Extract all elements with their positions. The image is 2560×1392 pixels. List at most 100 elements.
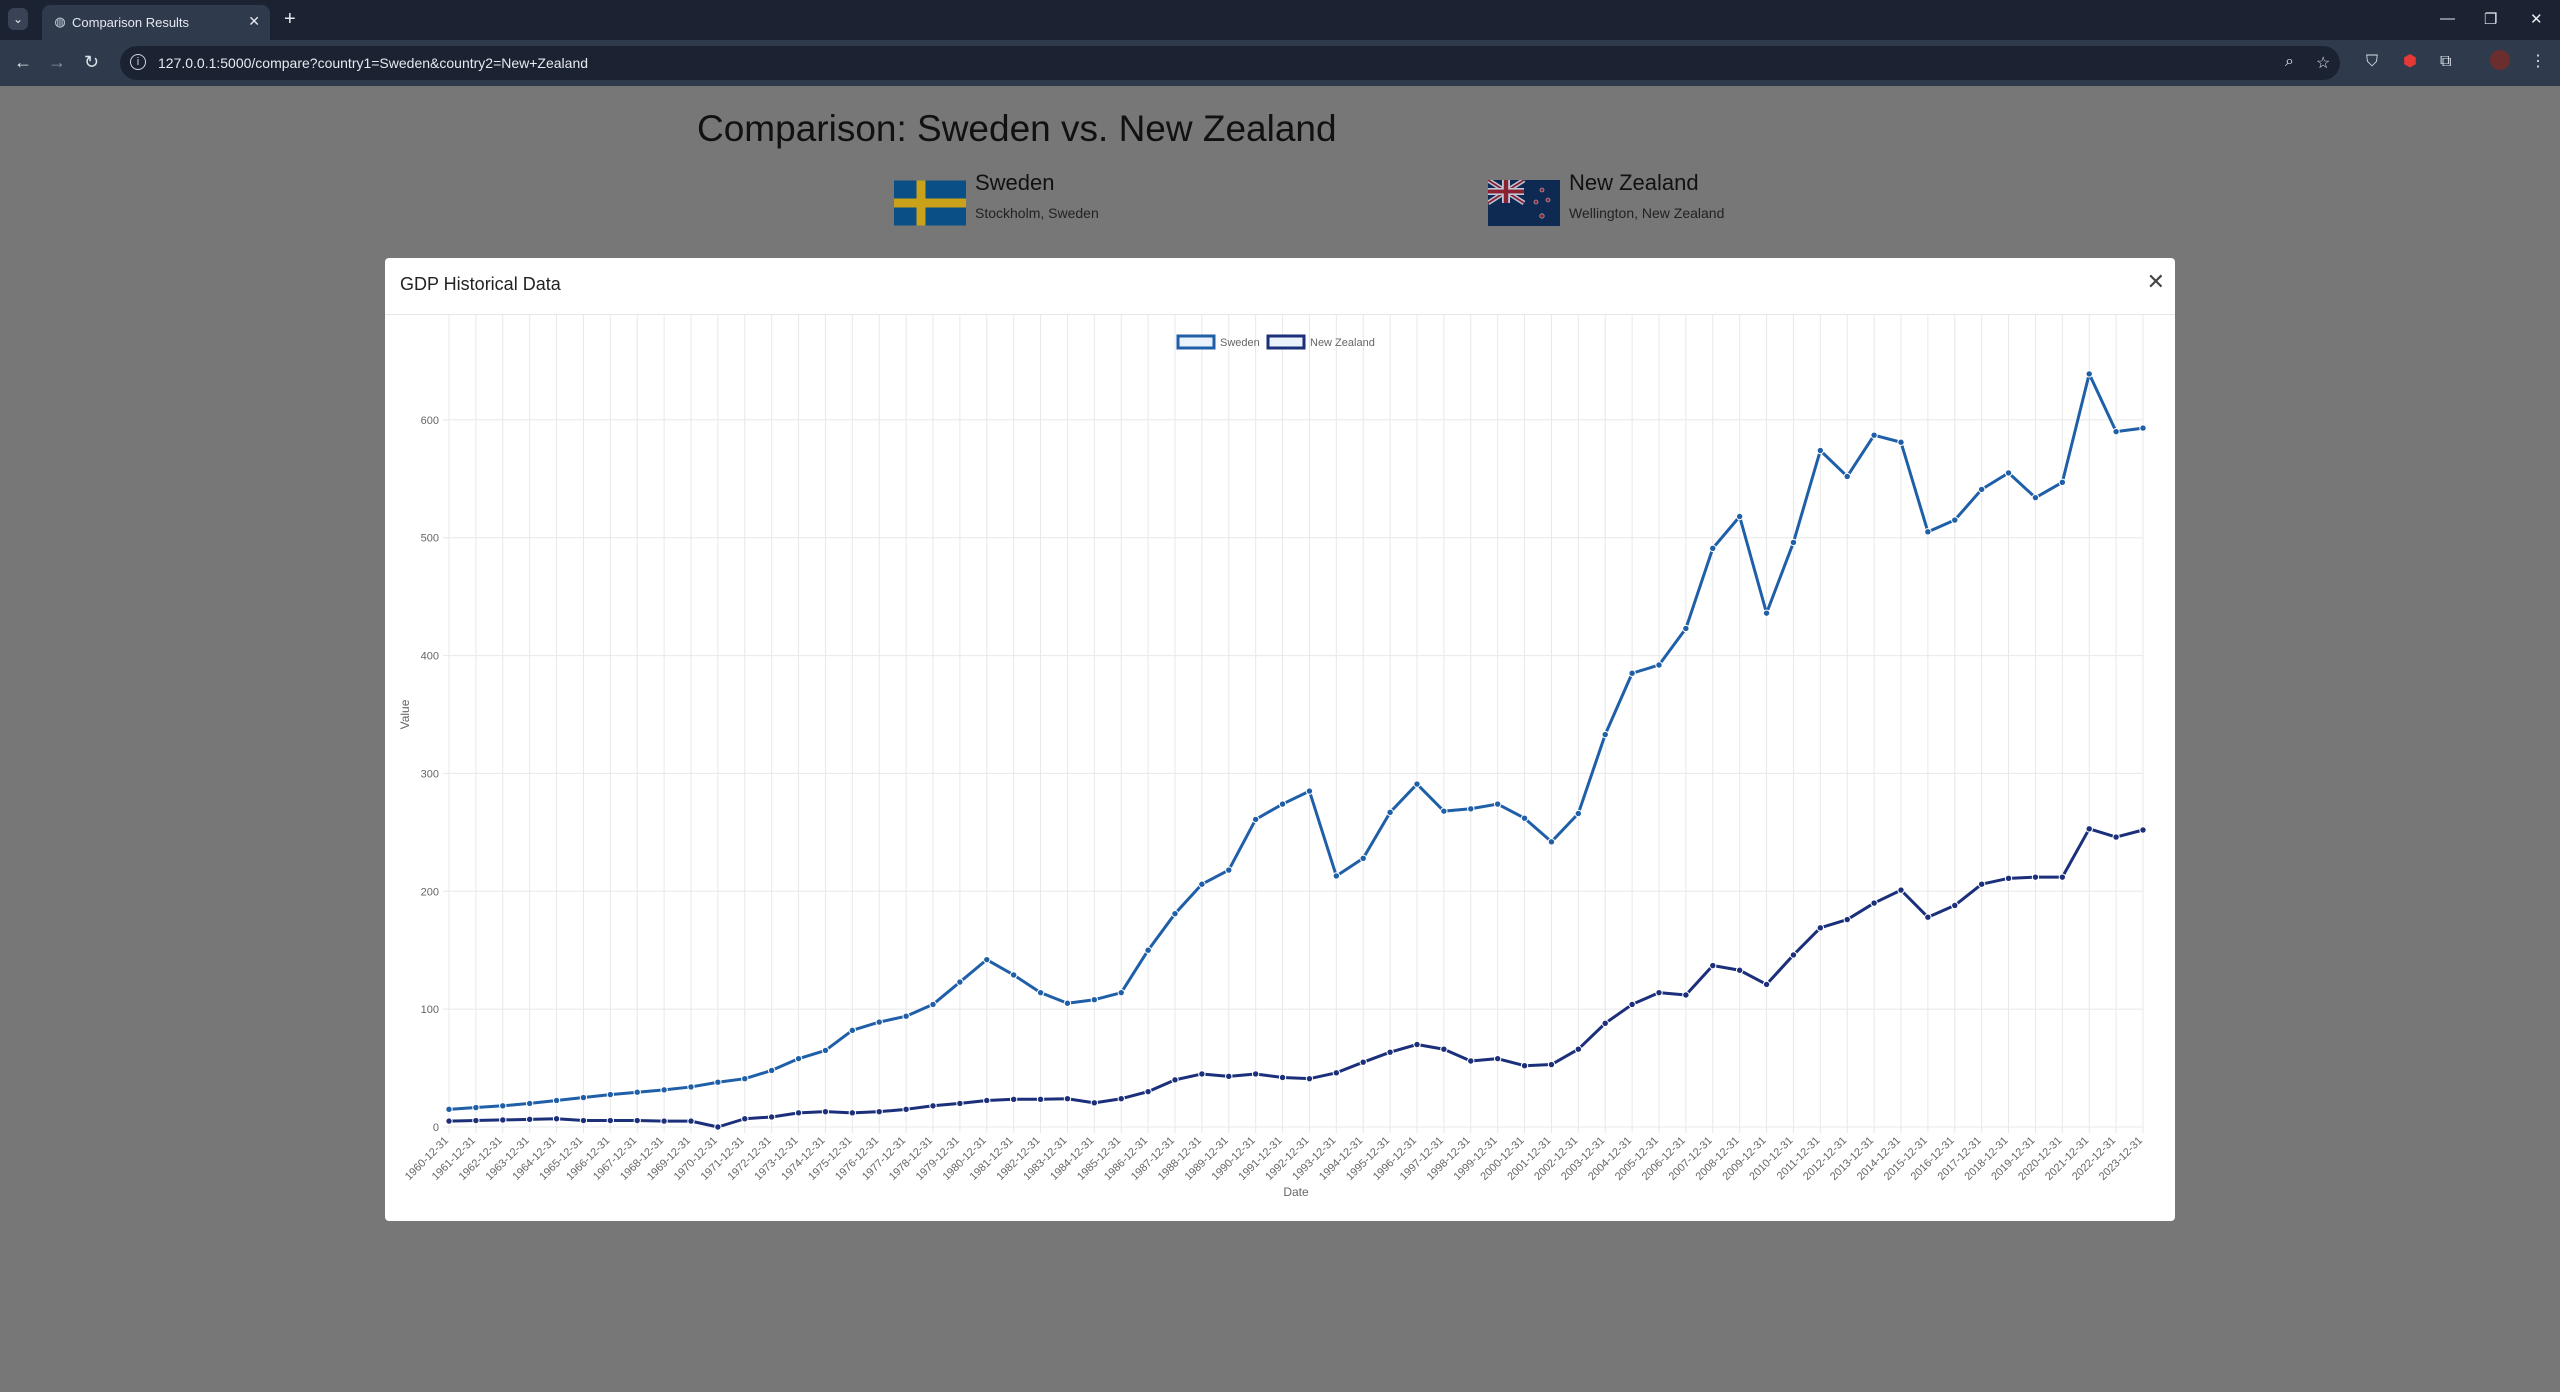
data-point xyxy=(875,1107,883,1116)
data-point xyxy=(1359,854,1367,862)
page-title: Comparison: Sweden vs. New Zealand xyxy=(697,108,1337,149)
data-point xyxy=(1924,528,1932,536)
data-point xyxy=(1762,609,1771,617)
new-zealand-flag-icon xyxy=(1488,180,1560,226)
data-point xyxy=(1735,966,1744,974)
y-axis-title: Value xyxy=(398,699,412,729)
data-point xyxy=(1278,1073,1287,1082)
data-point xyxy=(1063,1095,1072,1103)
profile-avatar[interactable] xyxy=(2490,50,2510,70)
legend-label: Sweden xyxy=(1220,337,1260,349)
data-point xyxy=(1386,1048,1394,1056)
back-icon[interactable]: ← xyxy=(14,52,32,72)
data-point xyxy=(767,1113,776,1121)
menu-kebab-icon[interactable]: ⋮ xyxy=(2530,53,2546,70)
data-point xyxy=(821,1107,830,1116)
zoom-icon[interactable]: ⌕ xyxy=(2285,53,2294,70)
data-point xyxy=(821,1046,830,1055)
adblock-icon[interactable]: ⬢ xyxy=(2403,53,2417,70)
data-point xyxy=(1520,1062,1529,1070)
data-point xyxy=(1144,946,1152,954)
data-point xyxy=(1467,1057,1475,1065)
data-point xyxy=(2058,478,2067,487)
data-point xyxy=(525,1099,534,1108)
data-point xyxy=(2058,873,2067,881)
data-point xyxy=(1547,838,1556,846)
data-point xyxy=(1870,899,1878,907)
data-point xyxy=(499,1116,507,1124)
data-point xyxy=(741,1115,749,1123)
data-point xyxy=(472,1116,480,1125)
gdp-modal: GDP Historical Data ✕ 0 100 200 300 400 500 60… xyxy=(385,258,2175,1221)
data-point xyxy=(687,1117,695,1125)
data-point xyxy=(2139,424,2147,432)
data-point xyxy=(1655,661,1663,669)
y-tick-label: 0 xyxy=(433,1122,439,1134)
data-point xyxy=(1628,669,1636,677)
modal-header: GDP Historical Data ✕ xyxy=(385,258,2175,315)
close-tab-icon[interactable]: ✕ xyxy=(248,13,260,29)
data-point xyxy=(2112,833,2120,841)
data-point xyxy=(1816,446,1825,455)
minimize-icon[interactable]: — xyxy=(2440,10,2455,27)
data-point xyxy=(2031,873,2040,881)
data-point xyxy=(2004,469,2013,477)
data-point xyxy=(1036,1095,1045,1104)
y-tick-label: 300 xyxy=(421,768,439,780)
browser-tab[interactable]: ◍ Comparison Results ✕ xyxy=(42,5,270,40)
data-point xyxy=(902,1012,910,1020)
data-point xyxy=(2112,427,2120,436)
data-point xyxy=(1467,805,1475,813)
new-tab-icon[interactable]: + xyxy=(284,8,296,30)
data-point xyxy=(1413,1040,1421,1049)
data-point xyxy=(1843,915,1851,924)
data-point xyxy=(1574,809,1583,818)
data-point xyxy=(1789,951,1798,959)
data-point xyxy=(1816,924,1825,932)
data-point xyxy=(1897,438,1905,446)
data-point xyxy=(1332,1069,1341,1077)
data-point xyxy=(633,1116,641,1125)
close-window-icon[interactable]: ✕ xyxy=(2530,11,2543,28)
address-bar[interactable]: i 127.0.0.1:5000/compare?country1=Sweden… xyxy=(120,46,2340,80)
data-point xyxy=(1493,800,1502,808)
data-point xyxy=(2085,370,2093,378)
data-point xyxy=(848,1109,857,1117)
data-point xyxy=(1278,800,1287,808)
data-point xyxy=(2139,826,2147,834)
data-point xyxy=(1171,1076,1179,1084)
data-point xyxy=(552,1115,561,1123)
data-point xyxy=(2085,825,2093,833)
x-axis-title: Date xyxy=(1283,1185,1309,1199)
url-text[interactable]: 127.0.0.1:5000/compare?country1=Sweden&c… xyxy=(158,55,589,71)
data-point xyxy=(1305,787,1314,795)
data-point xyxy=(472,1103,480,1112)
data-point xyxy=(956,978,964,986)
legend-swatch xyxy=(1266,334,1306,350)
sweden-flag-icon xyxy=(894,180,966,226)
extensions-puzzle-icon[interactable]: ⧉ xyxy=(2440,53,2452,70)
y-tick-label: 200 xyxy=(421,886,439,898)
data-point xyxy=(1359,1058,1367,1066)
data-point xyxy=(1440,1045,1448,1053)
restore-icon[interactable]: ❐ xyxy=(2484,11,2498,28)
data-point xyxy=(1601,1019,1609,1027)
reload-icon[interactable]: ↻ xyxy=(84,52,100,72)
data-point xyxy=(1198,880,1206,888)
data-point xyxy=(714,1078,722,1086)
data-point xyxy=(1843,472,1851,481)
bookmark-star-icon[interactable]: ☆ xyxy=(2316,55,2331,72)
tab-search-icon[interactable]: ⌄ xyxy=(8,8,28,30)
data-point xyxy=(794,1054,803,1063)
y-tick-label: 500 xyxy=(421,533,439,545)
data-point xyxy=(1789,538,1798,547)
data-point xyxy=(2004,874,2013,883)
site-info-icon[interactable]: i xyxy=(130,54,146,70)
data-point xyxy=(1897,886,1905,894)
forward-icon[interactable]: → xyxy=(48,52,66,72)
data-point xyxy=(1547,1060,1556,1069)
data-point xyxy=(1386,808,1394,817)
close-icon[interactable]: ✕ xyxy=(2146,269,2165,294)
extension-icon[interactable]: ⛉ xyxy=(2366,53,2379,70)
legend-swatch xyxy=(1176,334,1216,350)
